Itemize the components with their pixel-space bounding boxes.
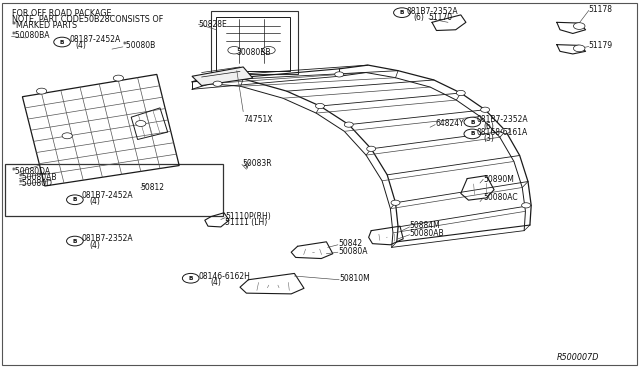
Circle shape	[335, 72, 344, 77]
Text: NOTE, PART CODE50B28CONSISTS OF: NOTE, PART CODE50B28CONSISTS OF	[12, 15, 163, 24]
Text: 081B7-2352A: 081B7-2352A	[82, 234, 134, 243]
Circle shape	[36, 88, 47, 94]
Circle shape	[262, 46, 275, 54]
Text: *50080DA: *50080DA	[12, 167, 51, 176]
Circle shape	[228, 46, 241, 54]
Text: 50080AB: 50080AB	[410, 229, 444, 238]
Text: R500007D: R500007D	[557, 353, 599, 362]
Circle shape	[573, 45, 585, 52]
Circle shape	[67, 236, 83, 246]
Text: B: B	[73, 197, 77, 202]
Text: FOR OFF ROAD PACKAGE: FOR OFF ROAD PACKAGE	[12, 9, 111, 17]
Text: *50080AB: *50080AB	[19, 173, 58, 182]
Circle shape	[481, 107, 490, 112]
Text: 50080AC: 50080AC	[483, 193, 518, 202]
Circle shape	[67, 195, 83, 205]
Text: (6): (6)	[413, 13, 424, 22]
Circle shape	[136, 121, 146, 126]
Circle shape	[522, 203, 531, 208]
Circle shape	[573, 23, 585, 29]
Text: 50842: 50842	[338, 239, 362, 248]
Text: 08187-2452A: 08187-2452A	[69, 35, 120, 44]
Text: 50884M: 50884M	[410, 221, 440, 230]
Circle shape	[113, 75, 124, 81]
Text: *50080D: *50080D	[19, 179, 53, 188]
Text: 50080BB: 50080BB	[237, 48, 271, 57]
Text: (4): (4)	[210, 278, 221, 287]
Circle shape	[367, 146, 376, 151]
Polygon shape	[192, 67, 253, 86]
Circle shape	[394, 8, 410, 17]
Bar	[211, 11, 298, 74]
Text: 081B7-2352A: 081B7-2352A	[476, 115, 528, 124]
Text: B: B	[470, 119, 474, 125]
Circle shape	[344, 122, 353, 127]
Circle shape	[182, 273, 199, 283]
Text: B: B	[470, 131, 474, 137]
Text: 51170: 51170	[429, 13, 453, 22]
Circle shape	[464, 129, 481, 139]
Text: 081B7-2452A: 081B7-2452A	[82, 191, 134, 200]
Text: *MARKED PARTS: *MARKED PARTS	[12, 21, 77, 30]
Bar	[5, 164, 223, 216]
Circle shape	[391, 200, 400, 205]
Text: 50810M: 50810M	[339, 274, 370, 283]
Circle shape	[501, 128, 510, 134]
Text: 50080A: 50080A	[338, 247, 367, 256]
Text: 08168-6161A: 08168-6161A	[476, 128, 527, 137]
Text: 74751X: 74751X	[243, 115, 273, 124]
Text: *50080B: *50080B	[123, 41, 156, 50]
Text: 51179: 51179	[589, 41, 613, 50]
Bar	[216, 17, 290, 71]
Circle shape	[316, 103, 324, 109]
Text: 08146-6162H: 08146-6162H	[198, 272, 250, 280]
Text: *50080BA: *50080BA	[12, 31, 50, 40]
Text: 50083R: 50083R	[242, 159, 271, 168]
Circle shape	[213, 81, 222, 86]
Text: 50890M: 50890M	[483, 175, 514, 184]
Text: 081B7-2352A: 081B7-2352A	[406, 7, 458, 16]
Text: 50828E: 50828E	[198, 20, 227, 29]
Circle shape	[464, 117, 481, 127]
Text: B: B	[400, 10, 404, 15]
Text: 50812: 50812	[141, 183, 165, 192]
Text: 51178: 51178	[589, 5, 613, 14]
Text: (3): (3)	[483, 134, 494, 143]
Circle shape	[54, 37, 70, 47]
Text: 51110P(RH): 51110P(RH)	[225, 212, 271, 221]
Text: (4): (4)	[75, 41, 86, 50]
Circle shape	[456, 90, 465, 96]
Text: 64824Y: 64824Y	[435, 119, 464, 128]
Text: B: B	[73, 238, 77, 244]
Text: B: B	[189, 276, 193, 281]
Text: B: B	[60, 39, 64, 45]
Circle shape	[62, 133, 72, 139]
Text: (6): (6)	[483, 122, 494, 131]
Text: (4): (4)	[90, 198, 100, 206]
Text: (4): (4)	[90, 241, 100, 250]
Text: 51111 (LH): 51111 (LH)	[225, 218, 268, 227]
